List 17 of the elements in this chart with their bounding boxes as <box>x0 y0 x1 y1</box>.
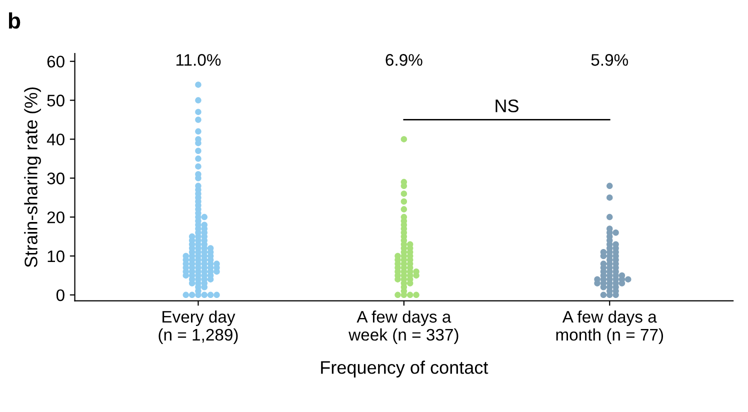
y-tick-label: 0 <box>56 289 64 302</box>
y-tick-label: 50 <box>47 94 64 106</box>
x-tick-label: A few days a week (n = 337) <box>348 310 458 344</box>
y-tick-label: 60 <box>47 56 64 68</box>
y-tick-label: 30 <box>47 172 64 184</box>
text: b <box>8 12 20 29</box>
annotation: 5.9% <box>591 54 628 66</box>
y-tick-label: 20 <box>47 211 64 224</box>
y-tick-label: 40 <box>46 134 64 146</box>
annotation: 6.9% <box>386 54 422 66</box>
y-tick-label: 10 <box>48 250 64 262</box>
y-axis-title: Strain-sharing rate (%) <box>24 87 41 268</box>
x-tick-label: A few days a month (n = 77) <box>556 310 664 344</box>
x-axis-title: Frequency of contact <box>321 360 488 378</box>
annotation: NS <box>496 99 518 112</box>
annotation: 11.0% <box>176 54 221 66</box>
x-tick-label: Every day (n = 1,289) <box>158 310 238 344</box>
